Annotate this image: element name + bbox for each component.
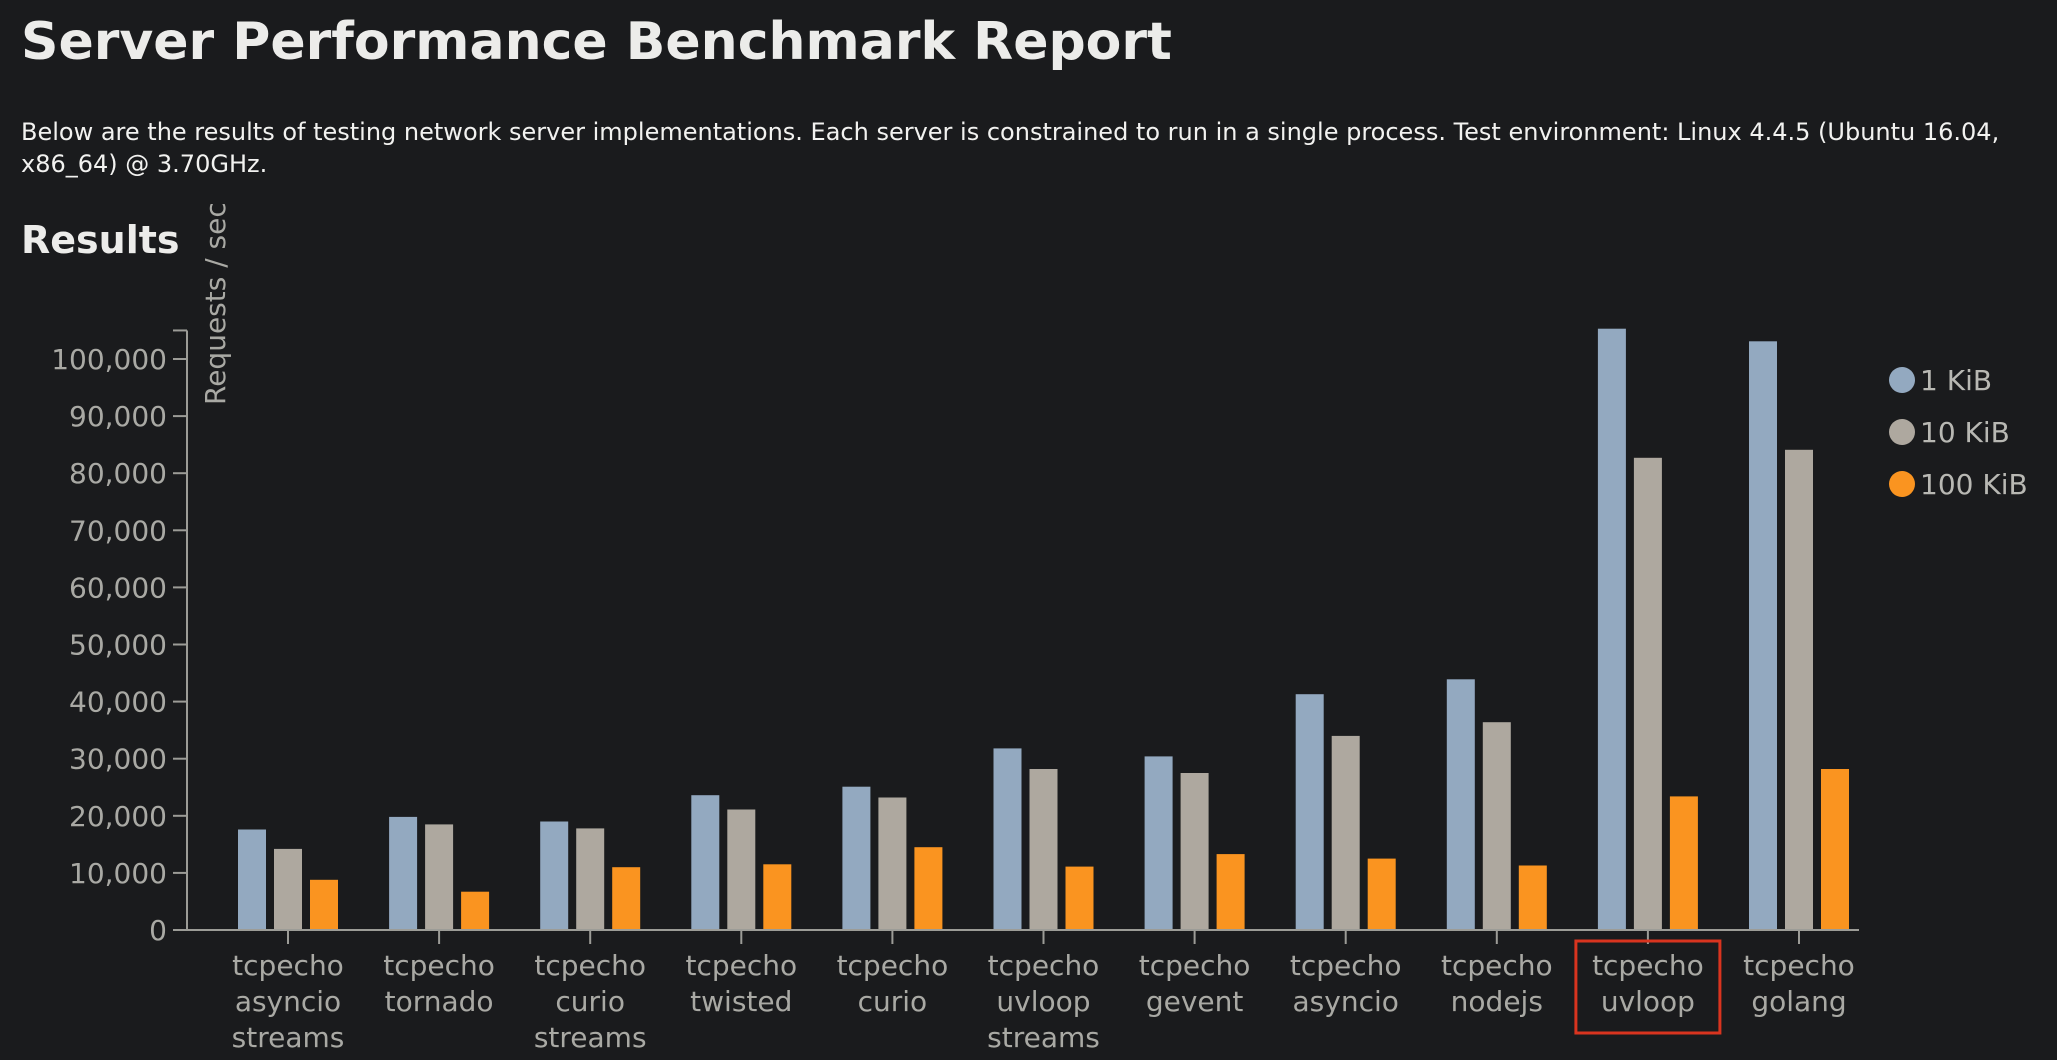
x-tick-label: tcpecho gevent bbox=[1139, 949, 1251, 1018]
x-tick-label-line: tcpecho bbox=[1592, 949, 1704, 982]
x-tick-label-line: golang bbox=[1751, 985, 1846, 1018]
bar-tcpecho-twisted-1-kib bbox=[691, 795, 720, 930]
bar-tcpecho-uvloop-100-kib bbox=[1669, 796, 1698, 930]
legend-swatch-100-kib bbox=[1889, 471, 1915, 497]
y-tick-label: 80,000 bbox=[69, 457, 167, 490]
bar-tcpecho-uvloop-streams-1-kib bbox=[993, 748, 1022, 930]
y-axis-title: Requests / sec bbox=[199, 202, 232, 405]
x-tick-label-line: uvloop bbox=[1601, 985, 1695, 1018]
legend-swatch-10-kib bbox=[1889, 419, 1915, 445]
bar-tcpecho-curio-streams-10-kib bbox=[576, 828, 605, 930]
x-tick-label: tcpecho uvloop streams bbox=[987, 949, 1100, 1054]
x-tick-label-line: asyncio bbox=[235, 985, 341, 1018]
bar-tcpecho-golang-1-kib bbox=[1749, 341, 1777, 930]
x-tick-label: tcpecho curio bbox=[837, 949, 949, 1018]
x-tick-label-line: streams bbox=[987, 1021, 1100, 1054]
bar-tcpecho-twisted-10-kib bbox=[727, 809, 756, 930]
x-tick-label-line: gevent bbox=[1146, 985, 1244, 1018]
x-tick-label-line: curio bbox=[555, 985, 625, 1018]
x-tick-label-line: tornado bbox=[385, 985, 494, 1018]
x-tick-label-line: streams bbox=[534, 1021, 647, 1054]
x-tick-label: tcpecho nodejs bbox=[1441, 949, 1553, 1018]
bar-tcpecho-asyncio-100-kib bbox=[1367, 858, 1396, 930]
highlight-box bbox=[1574, 939, 1722, 1035]
bar-tcpecho-golang-10-kib bbox=[1785, 449, 1813, 930]
x-tick-label-line: tcpecho bbox=[1441, 949, 1553, 982]
bar-tcpecho-gevent-10-kib bbox=[1180, 773, 1209, 930]
x-tick-label: tcpecho asyncio bbox=[1290, 949, 1402, 1018]
bar-tcpecho-tornado-10-kib bbox=[425, 824, 454, 930]
bar-tcpecho-uvloop-streams-10-kib bbox=[1029, 769, 1058, 930]
x-tick-label: tcpecho asyncio streams bbox=[232, 949, 345, 1054]
y-tick-label: 20,000 bbox=[69, 800, 167, 833]
bar-tcpecho-curio-100-kib bbox=[914, 847, 943, 930]
x-tick-label-line: tcpecho bbox=[837, 949, 949, 982]
bar-tcpecho-curio-1-kib bbox=[842, 786, 871, 930]
legend-label-10-kib: 10 KiB bbox=[1920, 416, 2010, 449]
x-tick-label-line: tcpecho bbox=[232, 949, 344, 982]
y-tick-label: 60,000 bbox=[69, 571, 167, 604]
bar-tcpecho-asyncio-10-kib bbox=[1331, 735, 1360, 930]
bar-tcpecho-gevent-1-kib bbox=[1144, 756, 1173, 930]
legend-label-100-kib: 100 KiB bbox=[1920, 468, 2028, 501]
y-tick-label: 10,000 bbox=[69, 857, 167, 890]
bar-tcpecho-asyncio-1-kib bbox=[1295, 694, 1324, 930]
bar-tcpecho-nodejs-100-kib bbox=[1518, 865, 1547, 930]
bar-tcpecho-twisted-100-kib bbox=[763, 864, 792, 930]
x-tick-label-line: streams bbox=[232, 1021, 345, 1054]
bar-tcpecho-curio-streams-100-kib bbox=[612, 867, 641, 930]
bar-tcpecho-tornado-100-kib bbox=[461, 891, 490, 930]
page-title: Server Performance Benchmark Report bbox=[21, 12, 1172, 72]
intro-text: Below are the results of testing network… bbox=[21, 118, 2000, 178]
x-tick-label-line: nodejs bbox=[1451, 985, 1543, 1018]
x-tick-label-line: tcpecho bbox=[988, 949, 1100, 982]
x-tick-label-line: uvloop bbox=[996, 985, 1090, 1018]
bars bbox=[238, 328, 1849, 930]
results-heading: Results bbox=[21, 218, 180, 262]
y-tick-label: 40,000 bbox=[69, 686, 167, 719]
x-tick-label-line: tcpecho bbox=[534, 949, 646, 982]
bar-tcpecho-uvloop-10-kib bbox=[1633, 457, 1662, 930]
y-tick-label: 90,000 bbox=[69, 400, 167, 433]
legend: 1 KiB 10 KiB 100 KiB bbox=[1889, 364, 2028, 501]
y-tick-label: 30,000 bbox=[69, 743, 167, 776]
y-tick-label: 100,000 bbox=[51, 343, 167, 376]
legend-swatch-1-kib bbox=[1889, 367, 1915, 393]
x-tick-label-line: tcpecho bbox=[685, 949, 797, 982]
bar-tcpecho-golang-100-kib bbox=[1821, 769, 1849, 930]
y-axis: 0 10,000 20,000 30,000 40,000 50,000 60,000 70,… bbox=[51, 329, 188, 947]
bar-tcpecho-uvloop-1-kib bbox=[1597, 328, 1626, 930]
x-tick-label-line: twisted bbox=[690, 985, 792, 1018]
bar-tcpecho-asyncio-streams-100-kib bbox=[310, 879, 338, 930]
x-tick-label-line: tcpecho bbox=[383, 949, 495, 982]
bar-tcpecho-gevent-100-kib bbox=[1216, 854, 1245, 930]
bar-tcpecho-uvloop-streams-100-kib bbox=[1065, 866, 1094, 930]
bar-tcpecho-asyncio-streams-1-kib bbox=[238, 829, 266, 930]
x-tick-label-line: curio bbox=[858, 985, 928, 1018]
bar-tcpecho-curio-10-kib bbox=[878, 797, 907, 930]
bar-tcpecho-tornado-1-kib bbox=[389, 816, 418, 930]
x-tick-label-line: asyncio bbox=[1293, 985, 1399, 1018]
x-tick-label: tcpecho uvloop bbox=[1592, 949, 1704, 1018]
legend-label-1-kib: 1 KiB bbox=[1920, 364, 1992, 397]
x-tick-label: tcpecho golang bbox=[1743, 949, 1855, 1018]
bar-tcpecho-nodejs-1-kib bbox=[1446, 679, 1475, 930]
x-tick-label-line: tcpecho bbox=[1139, 949, 1251, 982]
x-tick-label-line: tcpecho bbox=[1290, 949, 1402, 982]
x-tick-label: tcpecho twisted bbox=[685, 949, 797, 1018]
y-tick-label: 70,000 bbox=[69, 514, 167, 547]
x-tick-label-line: tcpecho bbox=[1743, 949, 1855, 982]
bar-tcpecho-asyncio-streams-10-kib bbox=[274, 848, 302, 930]
x-tick-label: tcpecho curio streams bbox=[534, 949, 647, 1054]
bar-tcpecho-curio-streams-1-kib bbox=[540, 821, 569, 930]
bar-tcpecho-nodejs-10-kib bbox=[1482, 722, 1511, 930]
y-tick-label: 0 bbox=[149, 914, 167, 947]
y-tick-label: 50,000 bbox=[69, 629, 167, 662]
x-tick-label: tcpecho tornado bbox=[383, 949, 495, 1018]
